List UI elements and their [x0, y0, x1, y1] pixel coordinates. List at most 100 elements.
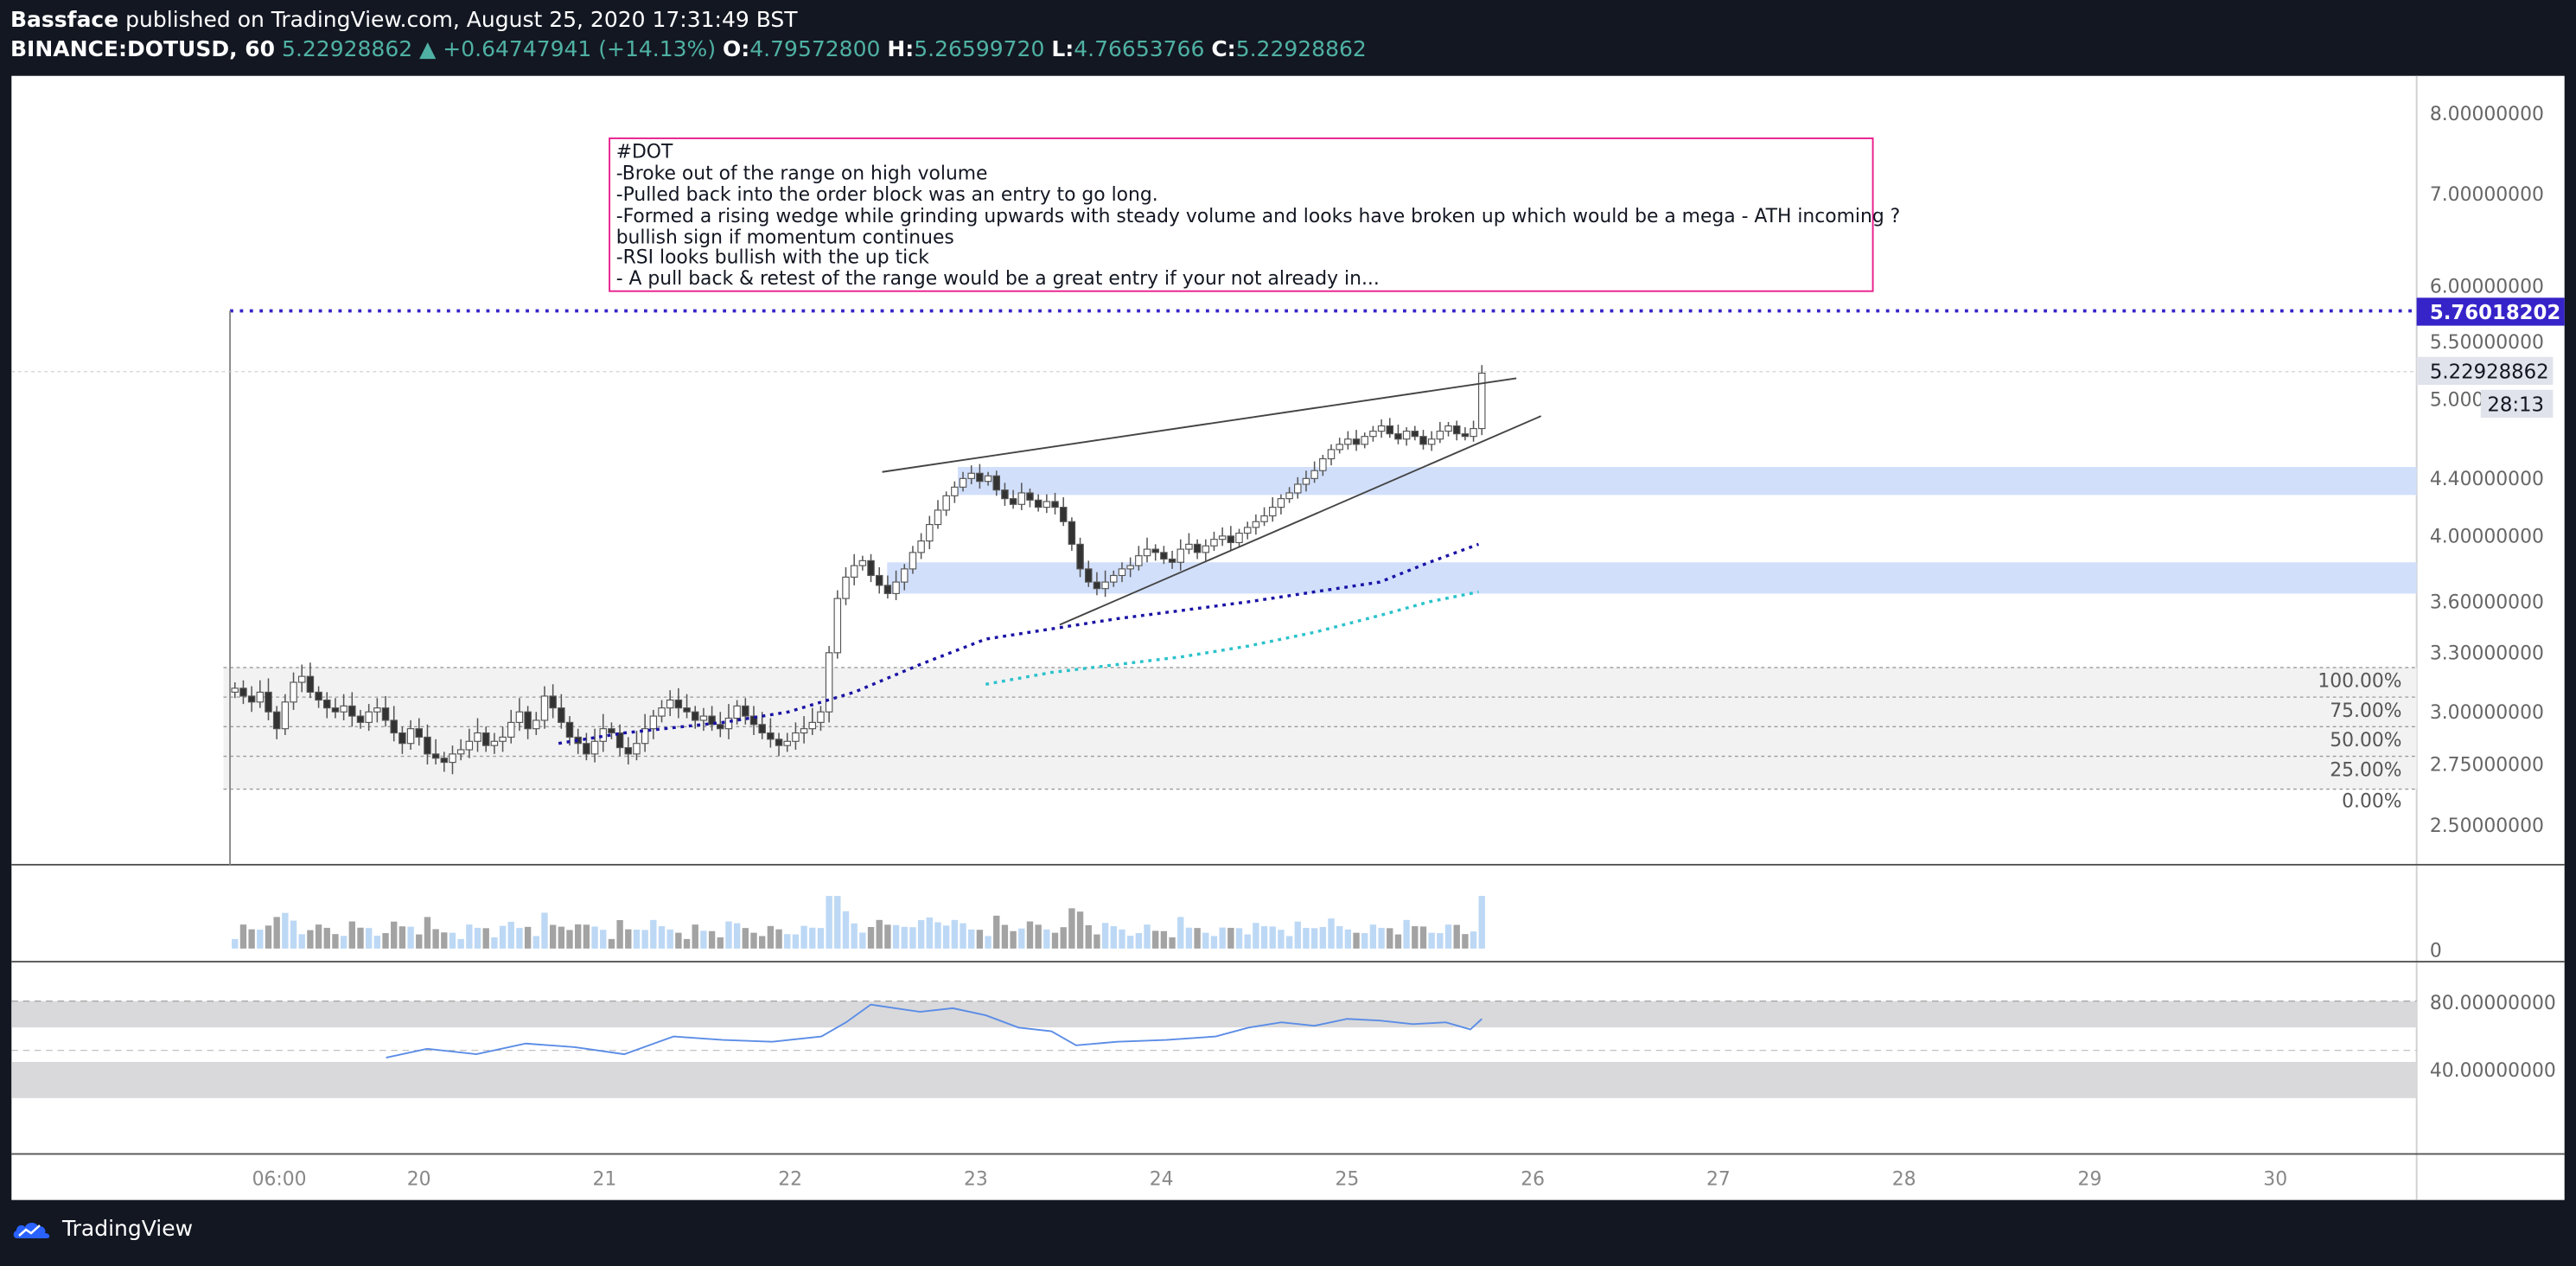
candle[interactable] [431, 753, 440, 759]
price-candles[interactable] [231, 365, 1486, 775]
footer-brand[interactable]: TradingView [12, 1216, 193, 1241]
candle[interactable] [1101, 581, 1109, 590]
candle[interactable] [792, 732, 800, 742]
candle[interactable] [1034, 499, 1043, 508]
candle[interactable] [424, 736, 431, 755]
candle[interactable] [967, 472, 975, 479]
candle[interactable] [1227, 535, 1235, 544]
candle[interactable] [767, 732, 775, 740]
candle[interactable] [1402, 431, 1411, 440]
candle[interactable] [373, 707, 381, 713]
candle[interactable] [615, 732, 624, 749]
wedge-lower-trendline[interactable] [1059, 415, 1542, 626]
candle[interactable] [1235, 532, 1243, 544]
candle[interactable] [926, 523, 934, 542]
candle[interactable] [406, 728, 415, 745]
candle[interactable] [239, 687, 247, 697]
candle[interactable] [875, 574, 883, 586]
candle[interactable] [1411, 431, 1419, 438]
candle[interactable] [549, 695, 557, 709]
candle[interactable] [315, 691, 322, 701]
candle[interactable] [323, 699, 331, 709]
candle[interactable] [624, 747, 633, 755]
candle[interactable] [499, 736, 507, 742]
candle[interactable] [959, 477, 967, 488]
author-name[interactable]: Bassface [10, 7, 119, 32]
candle[interactable] [892, 581, 900, 594]
candle[interactable] [666, 699, 674, 709]
candle[interactable] [992, 475, 1001, 491]
candle[interactable] [1394, 433, 1402, 440]
candle[interactable] [717, 724, 724, 730]
candle[interactable] [1176, 548, 1184, 563]
candle[interactable] [1302, 477, 1310, 485]
candle[interactable] [272, 711, 281, 730]
candle[interactable] [1436, 431, 1444, 440]
candle[interactable] [1118, 568, 1126, 577]
time-axis[interactable]: 06:00 20 21 22 23 24 25 26 27 28 29 30 [252, 1169, 2287, 1191]
candle[interactable] [758, 724, 766, 734]
candle[interactable] [1377, 425, 1386, 432]
candle[interactable] [1001, 489, 1009, 500]
candle[interactable] [540, 695, 549, 721]
candle[interactable] [1344, 438, 1352, 445]
candle[interactable] [1026, 492, 1034, 501]
candle[interactable] [558, 707, 565, 723]
rsi-line[interactable] [386, 1003, 1482, 1059]
candle[interactable] [733, 705, 741, 719]
candle[interactable] [934, 509, 942, 526]
candle[interactable] [1470, 428, 1477, 438]
candle[interactable] [641, 728, 649, 745]
candle[interactable] [976, 472, 984, 483]
candle[interactable] [1327, 449, 1336, 460]
candle[interactable] [381, 707, 390, 721]
candle[interactable] [1043, 501, 1051, 508]
candle[interactable] [1151, 548, 1159, 553]
candle[interactable] [1168, 558, 1176, 563]
candle[interactable] [1386, 425, 1394, 435]
candle[interactable] [1202, 545, 1210, 553]
candle[interactable] [683, 707, 691, 713]
candle[interactable] [599, 728, 607, 742]
candle[interactable] [331, 707, 340, 713]
candle[interactable] [490, 740, 499, 746]
candle[interactable] [1444, 425, 1452, 432]
fast-moving-average[interactable] [985, 590, 1479, 686]
candle[interactable] [449, 753, 456, 764]
candle[interactable] [265, 691, 272, 713]
candle[interactable] [649, 715, 658, 730]
candle[interactable] [1277, 498, 1285, 508]
candle[interactable] [1185, 543, 1193, 550]
candle[interactable] [842, 576, 850, 599]
candle[interactable] [1478, 372, 1486, 430]
upper-order-block-zone[interactable] [957, 467, 2417, 496]
candle[interactable] [1017, 492, 1026, 505]
candle[interactable] [415, 728, 424, 738]
candle[interactable] [1059, 507, 1068, 522]
candle[interactable] [1084, 568, 1093, 583]
candle[interactable] [1009, 498, 1017, 505]
candle[interactable] [825, 652, 833, 713]
volume-bars[interactable] [232, 896, 1485, 949]
candle[interactable] [1260, 515, 1268, 522]
candle[interactable] [901, 568, 909, 583]
candle[interactable] [365, 711, 373, 723]
candle[interactable] [1319, 457, 1327, 471]
candle[interactable] [867, 559, 875, 577]
candle[interactable] [524, 711, 532, 730]
candle[interactable] [306, 675, 315, 693]
candle[interactable] [883, 585, 892, 594]
candle[interactable] [1369, 431, 1377, 438]
candle[interactable] [850, 565, 858, 578]
candle[interactable] [608, 728, 615, 734]
candle[interactable] [1336, 444, 1343, 451]
candle[interactable] [399, 732, 406, 745]
price-scale[interactable] [2416, 75, 2565, 1200]
candle[interactable] [951, 486, 959, 496]
candle[interactable] [909, 552, 917, 570]
candle[interactable] [858, 559, 867, 566]
candle[interactable] [942, 495, 950, 511]
candle[interactable] [808, 721, 817, 730]
candle[interactable] [1068, 521, 1076, 545]
